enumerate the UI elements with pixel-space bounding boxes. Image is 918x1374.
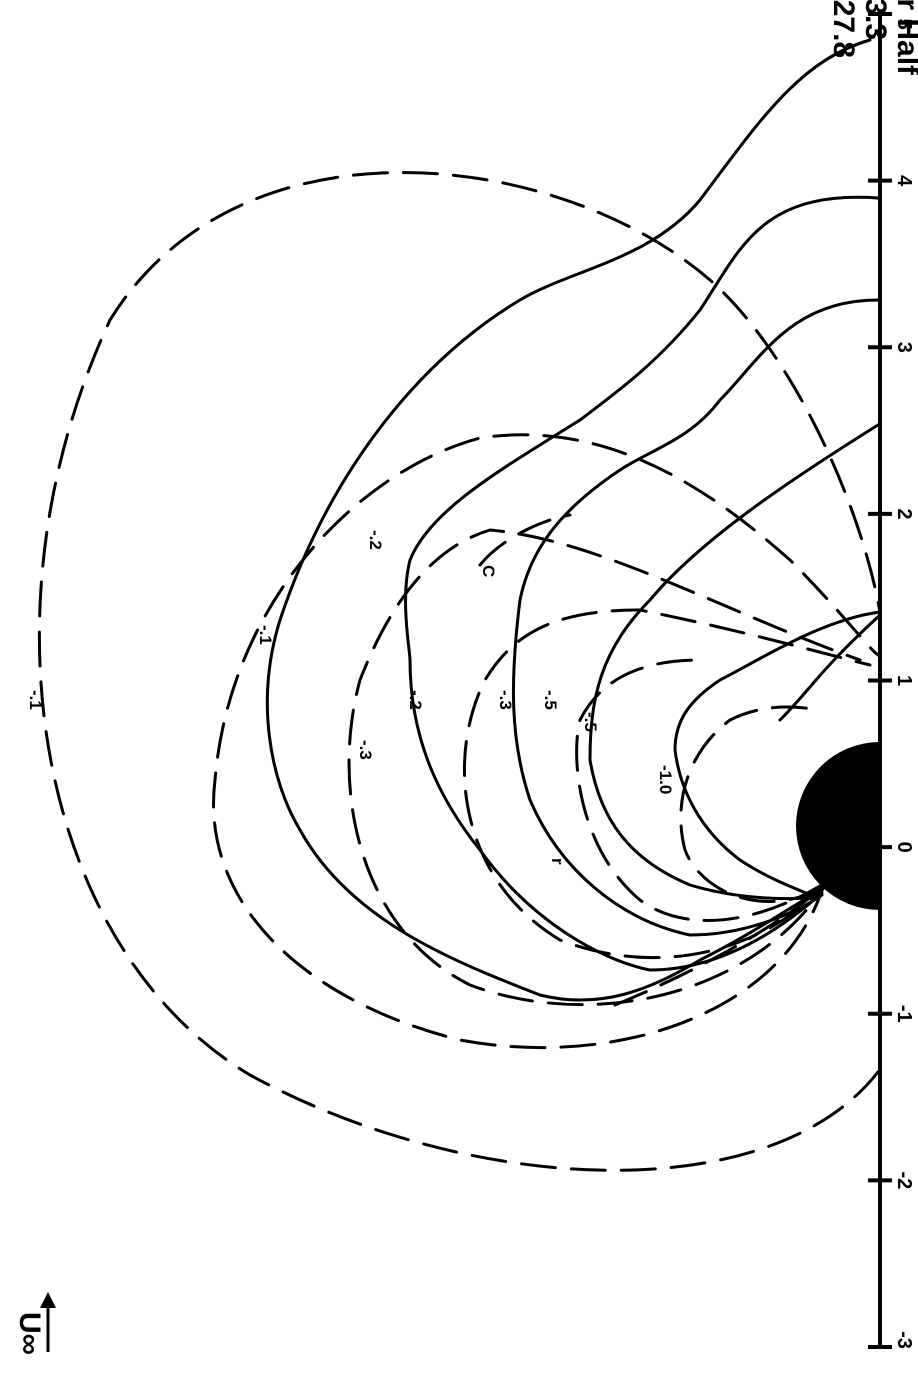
contour-label: C (479, 565, 498, 577)
dashed-contour-2 (212, 433, 880, 1050)
contour-label: -.1 (256, 625, 275, 645)
contour-label: -.1 (26, 690, 45, 710)
contour-labels: -.1 -.1 -.2 -.2 -.3 -.3 -.5 -.5 -1.0 Cr (26, 530, 675, 865)
solid-contour-3 (511, 298, 880, 937)
x-tick-label: 4 (893, 175, 915, 187)
solid-contour-5 (673, 610, 882, 900)
contour-label: -.2 (366, 530, 385, 550)
contour-label: r (548, 858, 567, 865)
contour-label: -.3 (496, 690, 515, 710)
flow-indicator: U∞ (13, 1292, 56, 1355)
dashed-contour-4 (463, 608, 872, 960)
contour-label: -1.0 (656, 765, 675, 794)
dashed-contour-7 (613, 883, 827, 1007)
contour-label: -.5 (581, 712, 600, 732)
contour-label: -.3 (356, 740, 375, 760)
flow-label: U∞ (13, 1312, 46, 1355)
contour-label: -.5 (541, 690, 560, 710)
header-line-3: U∞ : 27.8 (827, 0, 860, 58)
x-tick-label: 2 (893, 508, 915, 519)
dashed-contour-6 (679, 705, 824, 903)
dashed-contour-8 (478, 513, 572, 567)
dashed-contour-5 (575, 658, 832, 922)
flow-arrow-head-icon (40, 1292, 56, 1308)
header-line-1: Outer Half (891, 0, 918, 76)
chart-header: Outer Half VR : 3.3 U∞ : 27.8 (827, 0, 918, 76)
x-tick-label: -2 (893, 1171, 915, 1189)
x-tick-label: 0 (893, 842, 915, 853)
header-line-2: VR : 3.3 (859, 0, 892, 40)
solid-contour-6 (778, 613, 882, 722)
solid-contour-2 (404, 195, 880, 972)
x-tick-label: 5 (893, 18, 915, 29)
solid-contour-4 (588, 423, 880, 901)
x-tick-label: -1 (893, 1005, 915, 1023)
dashed-contour-3 (347, 528, 862, 1007)
x-tick-label: -3 (893, 1331, 915, 1349)
x-axis-ticks: -3 -2 -1 0 1 2 3 4 5 (868, 12, 915, 1349)
x-tick-label: 1 (893, 675, 915, 686)
contour-label: -.2 (406, 690, 425, 710)
dashed-contour-outer (37, 171, 882, 1172)
solid-contour-outer (265, 38, 872, 1002)
x-tick-label: 3 (893, 342, 915, 353)
jet-body (796, 742, 880, 910)
